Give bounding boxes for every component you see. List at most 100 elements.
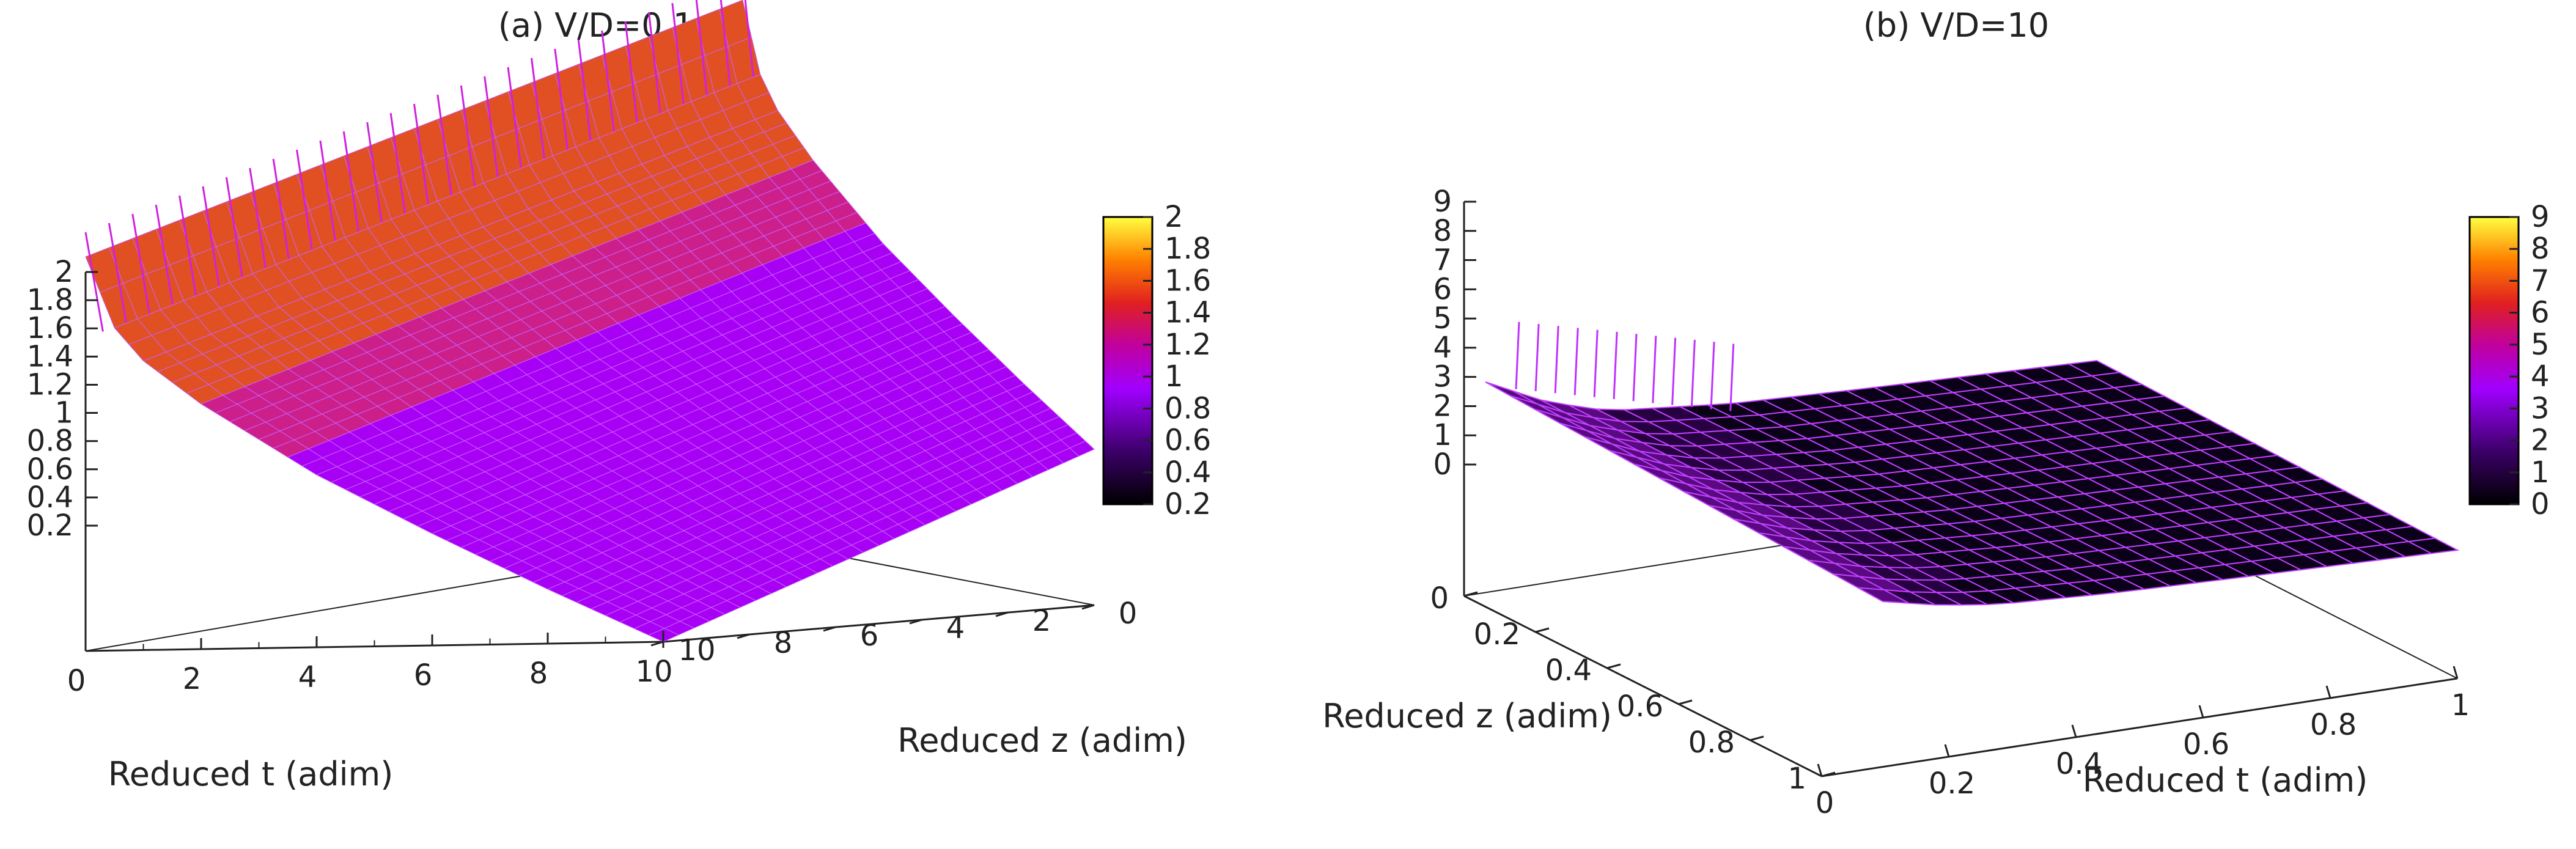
z-tick-mark xyxy=(823,626,836,632)
x-tick-mark xyxy=(2325,685,2331,699)
mesh-spike xyxy=(1652,336,1657,403)
x-tick-mark xyxy=(2071,724,2077,738)
colorbar-tick-label: 0.4 xyxy=(1165,455,1211,490)
xlabel-b: Reduced t (adim) xyxy=(2083,761,2368,799)
z-tick-mark xyxy=(737,633,750,639)
mesh-spike xyxy=(225,177,243,277)
z-tick-label: 6 xyxy=(1433,272,1452,306)
colorbar-tick-label: 8 xyxy=(2531,232,2550,266)
z-tick-label: 0.8 xyxy=(27,424,73,458)
y-tick-label: 8 xyxy=(774,626,793,660)
x-tick-label: 1 xyxy=(2451,688,2470,722)
mesh-spike xyxy=(695,0,708,95)
z-tick-label: 4 xyxy=(1433,331,1452,365)
colorbar-tick-label: 0 xyxy=(2531,487,2550,521)
x-tick-mark xyxy=(1944,744,1950,757)
x-tick-label: 0 xyxy=(67,664,86,698)
y-tick-label: 0 xyxy=(1430,581,1449,616)
mesh-spike xyxy=(319,140,336,241)
z-tick-mark xyxy=(1463,591,1478,597)
z-tick-label: 0 xyxy=(1433,447,1452,482)
x-tick-label: 0.8 xyxy=(2310,708,2357,742)
y-tick-label: 0.8 xyxy=(1688,726,1735,760)
mesh-spike xyxy=(719,0,731,86)
x-tick-label: 0.4 xyxy=(2056,747,2102,781)
panel-title-b: (b) V/D=10 xyxy=(1863,6,2049,45)
z-tick-mark xyxy=(995,611,1009,617)
mesh-spike xyxy=(131,213,150,314)
z-tick-label: 1 xyxy=(54,396,73,430)
x-tick-mark xyxy=(2453,666,2459,679)
colorbar-a xyxy=(1102,216,1154,505)
z-tick-label: 1.2 xyxy=(27,367,73,402)
panel-b: (b) V/D=10 00.20.40.60.8100.20.40.60.810… xyxy=(1322,6,2549,820)
surface-cell xyxy=(1485,381,1539,405)
z-tick-label: 0.6 xyxy=(27,452,73,487)
z-tick-label: 2 xyxy=(54,255,73,289)
x-tick-label: 0 xyxy=(1816,786,1834,820)
colorbar-tick-label: 1.2 xyxy=(1165,328,1211,362)
mesh-spike xyxy=(624,21,638,123)
mesh-spike xyxy=(507,67,522,168)
y-tick-label: 0 xyxy=(1119,597,1138,631)
mesh-spike xyxy=(1632,334,1638,402)
mesh-spike xyxy=(744,0,754,77)
mesh-spike xyxy=(530,57,545,159)
colorbar-tick-label: 0.8 xyxy=(1165,391,1211,425)
surface-cell xyxy=(2406,537,2460,554)
z-tick-mark xyxy=(1535,627,1550,633)
x-tick-label: 6 xyxy=(414,658,433,693)
ylabel-a: Reduced z (adim) xyxy=(897,721,1187,760)
mesh-spike xyxy=(436,94,452,196)
surface-b xyxy=(1485,322,2460,606)
colorbar-tick-label: 1.4 xyxy=(1165,296,1211,330)
colorbar-tick-label: 5 xyxy=(2531,328,2550,362)
mesh-spike xyxy=(413,103,429,205)
mesh-spike xyxy=(272,158,290,259)
colorbar-tick-label: 9 xyxy=(2531,200,2550,234)
mesh-spike xyxy=(1534,323,1540,392)
colorbar-tick-label: 1.8 xyxy=(1165,232,1211,266)
z-tick-label: 8 xyxy=(1433,214,1452,248)
mesh-spike xyxy=(155,204,174,304)
colorbar-b xyxy=(2468,216,2520,505)
axis-line xyxy=(1463,595,1822,777)
y-tick-label: 1 xyxy=(1787,762,1806,796)
y-tick-label: 6 xyxy=(860,619,879,653)
x-tick-label: 10 xyxy=(635,655,672,689)
mesh-spike xyxy=(366,122,383,222)
z-tick-mark xyxy=(1750,735,1764,741)
mesh-spike xyxy=(601,30,615,132)
mesh-spike xyxy=(178,195,197,296)
x-tick-label: 2 xyxy=(183,662,202,696)
surface-cell xyxy=(1069,441,1095,457)
mesh-spike xyxy=(1690,339,1696,407)
mesh-spike xyxy=(249,167,267,268)
z-tick-label: 2 xyxy=(1433,389,1452,423)
colorbar-tick-label: 4 xyxy=(2531,359,2550,394)
panel-a: (a) V/D=0.1 0 2 4 6 8 1002468100.20.40.60.811… xyxy=(27,0,1211,793)
colorbar-tick-label: 0.2 xyxy=(1165,487,1211,521)
z-tick-label: 7 xyxy=(1433,243,1452,277)
y-tick-label: 0.4 xyxy=(1545,653,1592,688)
z-tick-label: 1.4 xyxy=(27,339,73,373)
x-tick-label: 4 xyxy=(298,660,317,694)
colorbar-tick-label: 6 xyxy=(2531,296,2550,330)
z-tick-label: 1 xyxy=(1433,418,1452,452)
y-tick-label: 0.6 xyxy=(1617,689,1663,724)
mesh-spike xyxy=(577,39,592,141)
z-tick-label: 0.2 xyxy=(27,509,73,543)
z-tick-mark xyxy=(650,641,664,647)
mesh-spike xyxy=(202,186,220,287)
mesh-spike xyxy=(1729,344,1735,411)
axis-line xyxy=(663,604,1095,643)
colorbar-tick-label: 3 xyxy=(2531,391,2550,425)
colorbar-tick-label: 1 xyxy=(1165,359,1183,394)
z-tick-label: 1.6 xyxy=(27,311,73,345)
x-tick-label: 0.6 xyxy=(2183,727,2229,762)
colorbar-tick-label: 7 xyxy=(2531,263,2550,298)
